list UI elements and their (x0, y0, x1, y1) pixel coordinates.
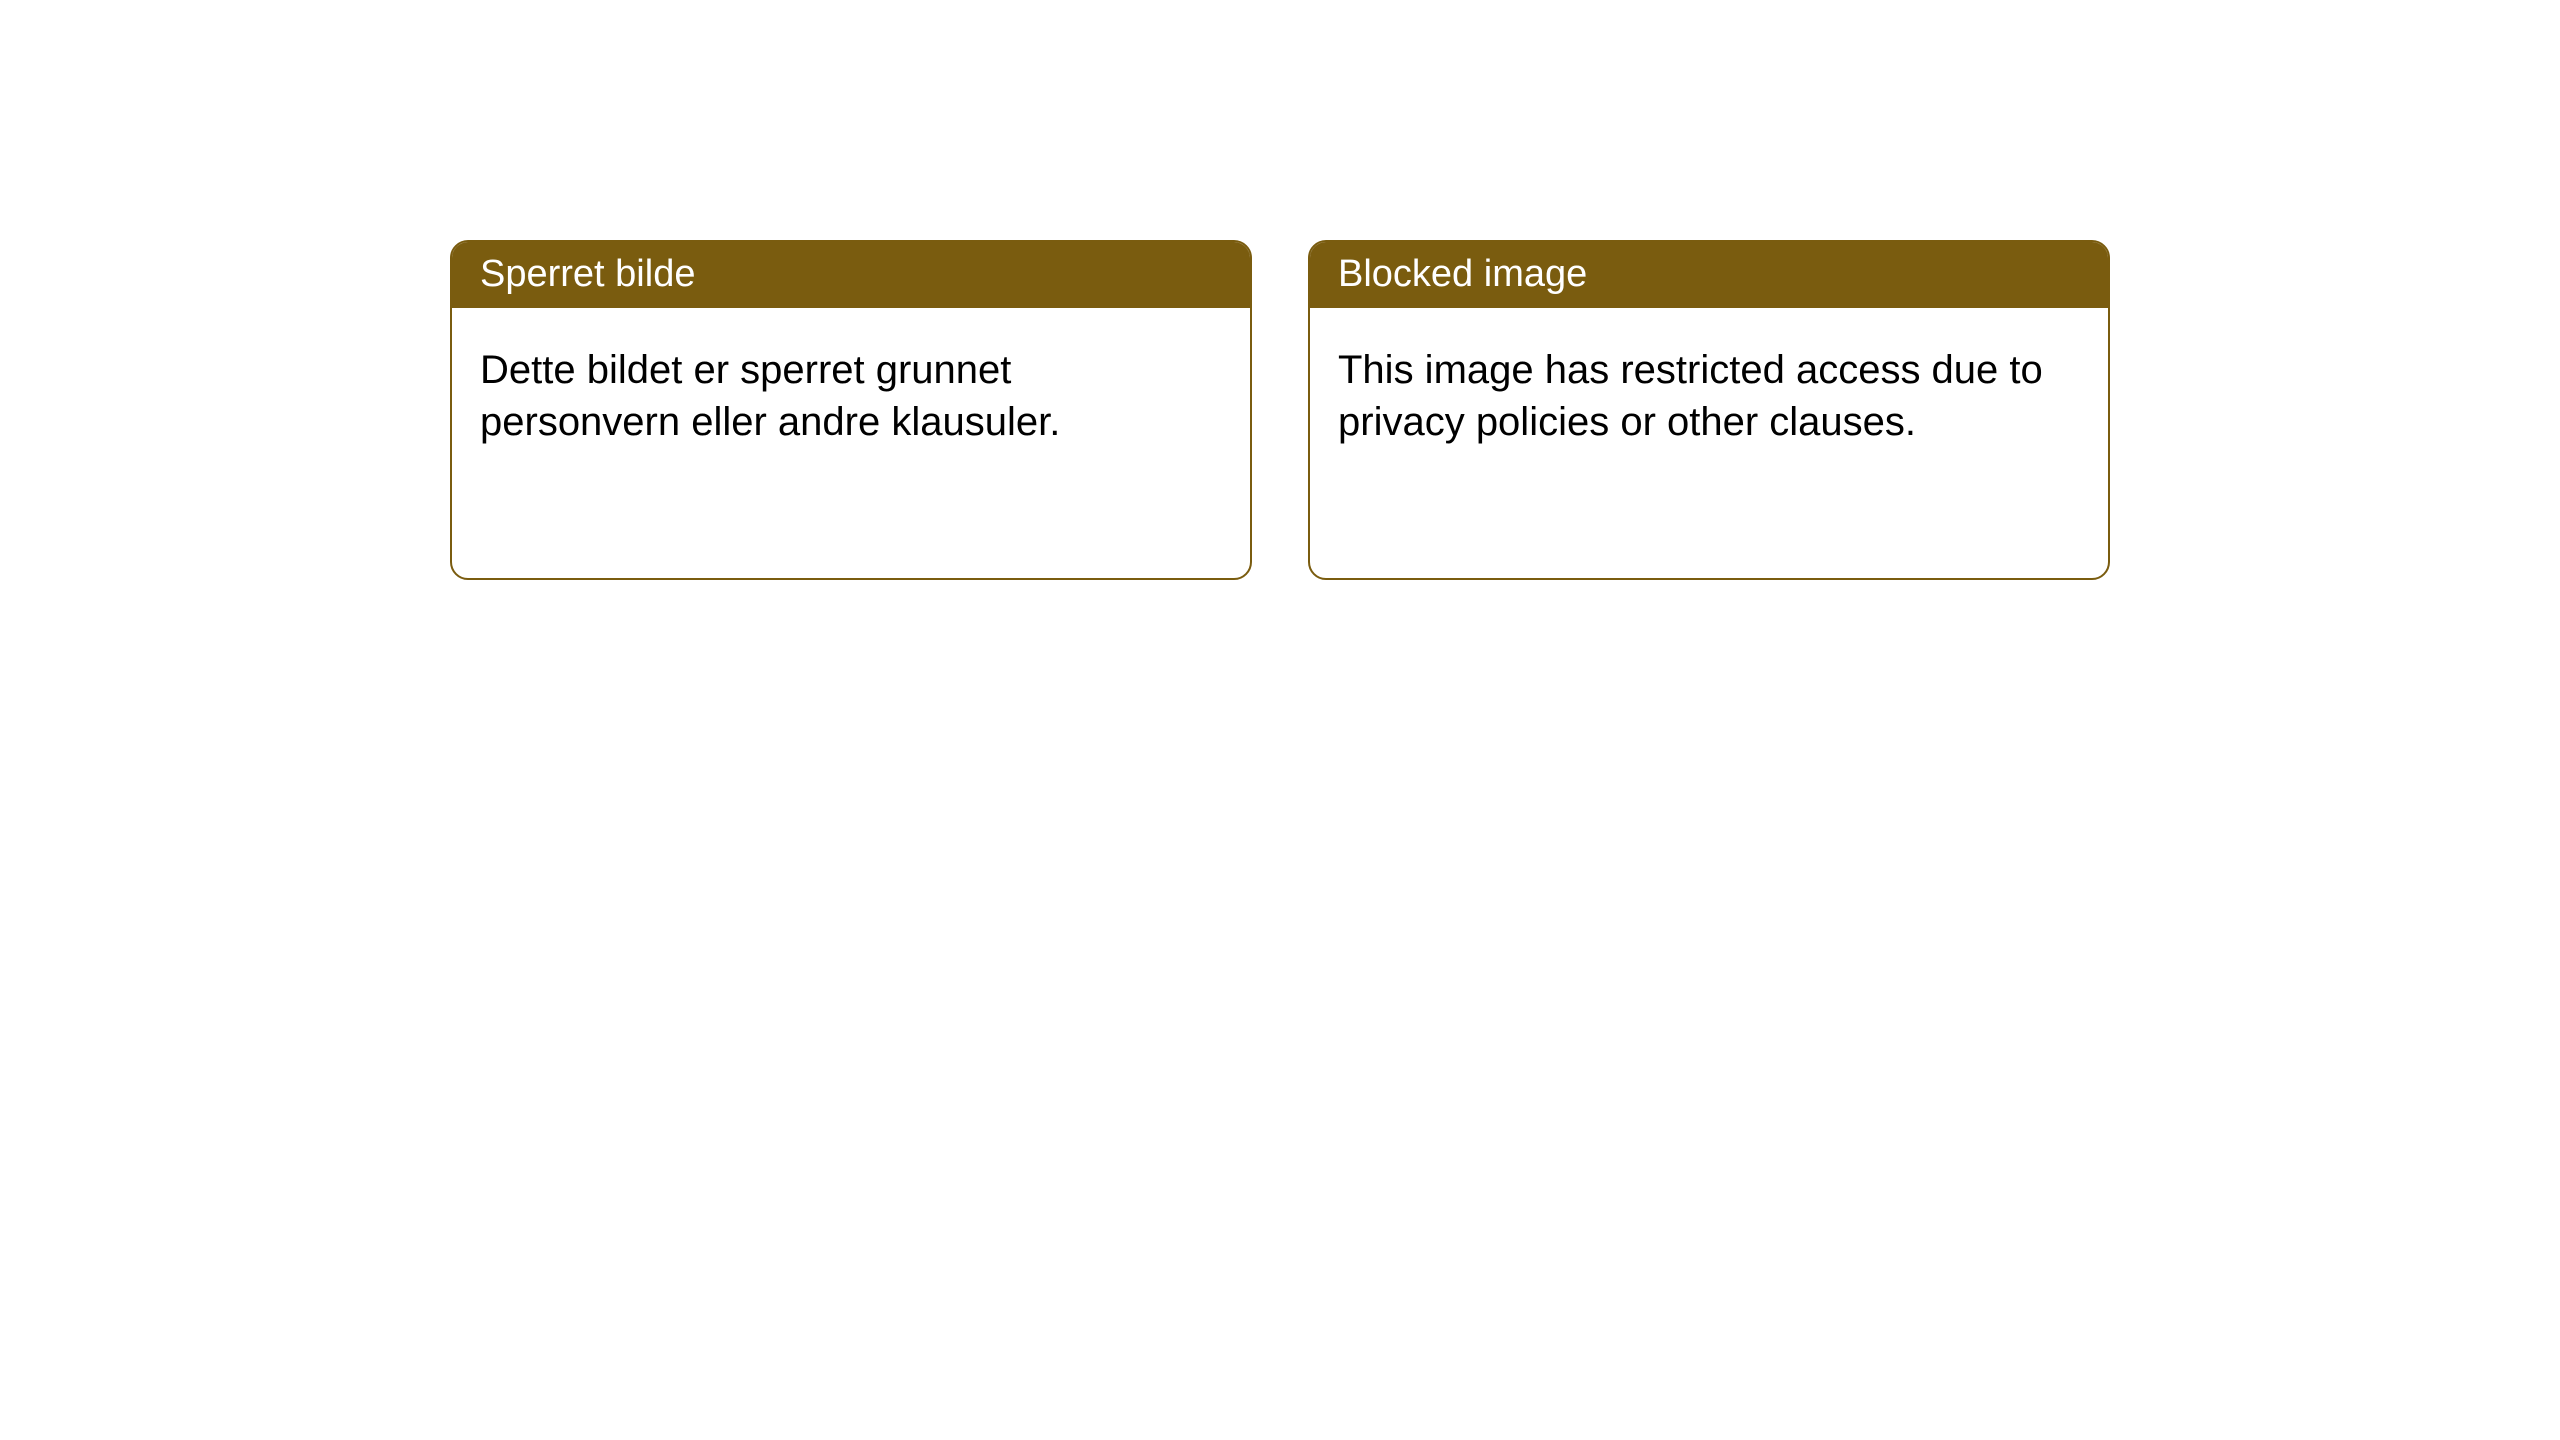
notice-card-no: Sperret bilde Dette bildet er sperret gr… (450, 240, 1252, 580)
notice-container: Sperret bilde Dette bildet er sperret gr… (450, 240, 2110, 580)
notice-card-body: This image has restricted access due to … (1310, 308, 2108, 578)
notice-card-title: Sperret bilde (452, 242, 1250, 308)
notice-card-body: Dette bildet er sperret grunnet personve… (452, 308, 1250, 578)
notice-card-en: Blocked image This image has restricted … (1308, 240, 2110, 580)
notice-card-title: Blocked image (1310, 242, 2108, 308)
